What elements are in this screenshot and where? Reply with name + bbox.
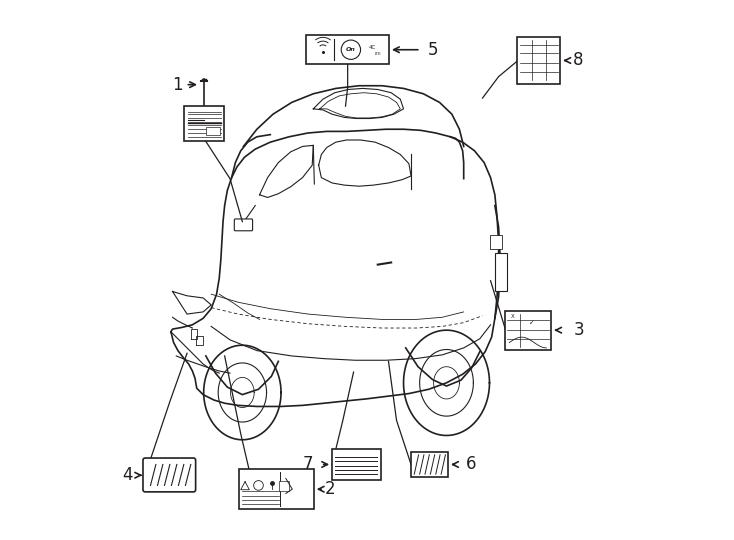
Text: 7: 7 <box>302 455 313 474</box>
Circle shape <box>341 40 360 59</box>
Text: X: X <box>511 314 515 319</box>
Text: ✓: ✓ <box>529 320 535 326</box>
Circle shape <box>254 481 264 490</box>
FancyBboxPatch shape <box>504 311 551 349</box>
Text: 5: 5 <box>427 40 437 59</box>
Text: 4C: 4C <box>368 45 376 50</box>
Text: 1: 1 <box>172 76 184 93</box>
Text: On: On <box>346 47 356 52</box>
Text: 6: 6 <box>466 455 476 474</box>
FancyBboxPatch shape <box>495 253 507 291</box>
Text: 3: 3 <box>574 321 584 339</box>
FancyBboxPatch shape <box>239 469 314 509</box>
FancyBboxPatch shape <box>184 106 224 140</box>
Text: 8: 8 <box>573 51 584 70</box>
FancyBboxPatch shape <box>410 451 448 477</box>
Text: LTE: LTE <box>374 52 381 56</box>
FancyBboxPatch shape <box>279 481 288 491</box>
FancyBboxPatch shape <box>234 219 252 231</box>
FancyBboxPatch shape <box>332 449 381 480</box>
Text: 2: 2 <box>325 480 335 498</box>
FancyBboxPatch shape <box>206 127 220 135</box>
Text: 4: 4 <box>123 466 133 484</box>
FancyBboxPatch shape <box>490 234 502 249</box>
FancyBboxPatch shape <box>306 35 389 64</box>
FancyBboxPatch shape <box>517 37 560 84</box>
FancyBboxPatch shape <box>143 458 196 492</box>
